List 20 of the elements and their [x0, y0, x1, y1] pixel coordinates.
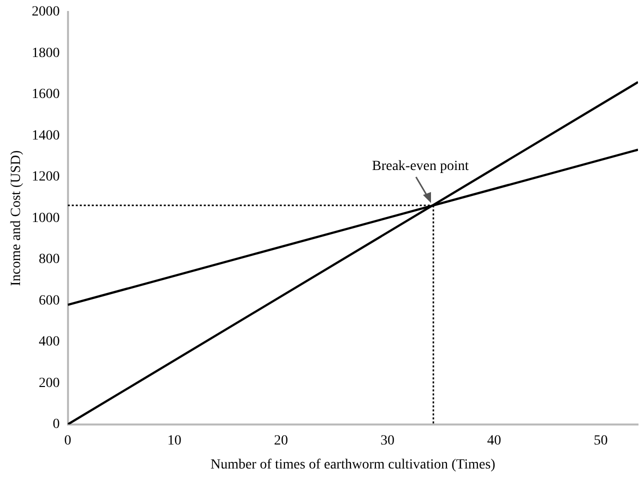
y-tick-label: 1600 [32, 87, 60, 102]
x-tick-label: 30 [380, 433, 395, 448]
x-tick-label: 50 [594, 433, 608, 448]
y-tick-label: 400 [38, 334, 60, 350]
y-tick-label: 1000 [32, 210, 60, 226]
annotation: Break-even point [372, 159, 469, 174]
x-tick-label: 20 [274, 433, 288, 448]
y-tick-label: 0 [52, 417, 60, 432]
y-tick-label: 800 [38, 252, 60, 268]
y-tick-label: 1200 [32, 170, 60, 185]
y-tick-label: 1400 [32, 128, 60, 144]
y-tick-label: 600 [38, 293, 60, 308]
x-tick-label: 40 [487, 433, 502, 448]
x-axis-title: Number of times of earthworm cultivation (Times) [210, 457, 496, 472]
y-axis-title: Income and Cost (USD) [9, 150, 24, 286]
y-tick-label: 1800 [32, 46, 60, 61]
y-tick-label: 200 [38, 376, 60, 391]
x-tick-label: 10 [167, 433, 182, 448]
y-tick-label: 2000 [32, 4, 60, 20]
x-tick-label: 0 [64, 433, 72, 448]
